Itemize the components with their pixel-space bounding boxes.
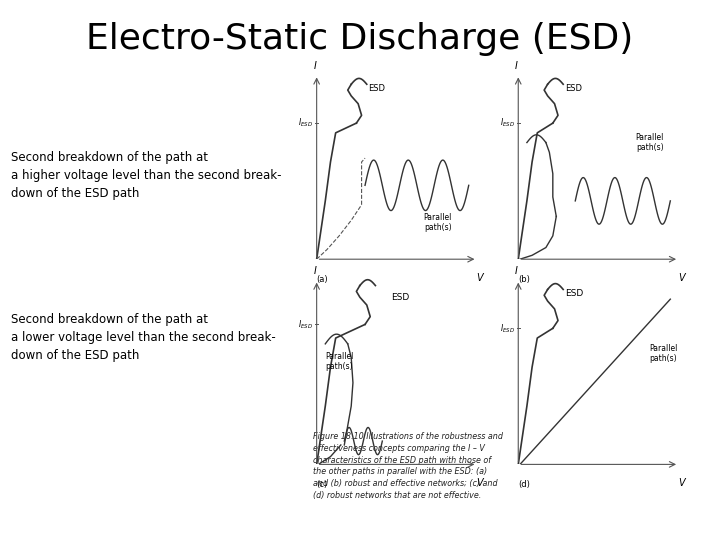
Text: $I$: $I$ [514,264,519,276]
Text: $I_{ESD}$: $I_{ESD}$ [500,117,515,130]
Text: Parallel
path(s): Parallel path(s) [649,344,678,363]
Text: (d): (d) [518,480,530,489]
Text: ESD: ESD [565,289,583,298]
Text: $V$: $V$ [476,476,485,488]
Text: Figure 18.10 Illustrations of the robustness and
effectiveness concepts comparin: Figure 18.10 Illustrations of the robust… [313,432,503,500]
Text: Second breakdown of the path at
a higher voltage level than the second break-
do: Second breakdown of the path at a higher… [11,151,282,200]
Text: $I_{ESD}$: $I_{ESD}$ [500,322,515,335]
Text: ESD: ESD [369,84,385,93]
Text: (a): (a) [317,275,328,284]
Text: Parallel
path(s): Parallel path(s) [635,133,664,152]
Text: Parallel
path(s): Parallel path(s) [423,213,452,232]
Text: $I$: $I$ [514,59,519,71]
Text: $I$: $I$ [312,59,318,71]
Text: $I_{ESD}$: $I_{ESD}$ [298,117,313,130]
Text: Second breakdown of the path at
a lower voltage level than the second break-
dow: Second breakdown of the path at a lower … [11,313,276,362]
Text: $I_{ESD}$: $I_{ESD}$ [298,318,313,330]
Text: $V$: $V$ [678,476,687,488]
Text: Electro-Static Discharge (ESD): Electro-Static Discharge (ESD) [86,22,634,56]
Text: Parallel
path(s): Parallel path(s) [325,352,354,371]
Text: $V$: $V$ [678,271,687,283]
Text: $V$: $V$ [476,271,485,283]
Text: ESD: ESD [391,293,409,302]
Text: (b): (b) [518,275,530,284]
Text: ESD: ESD [565,84,582,93]
Text: (c): (c) [317,480,328,489]
Text: $I$: $I$ [312,264,318,276]
